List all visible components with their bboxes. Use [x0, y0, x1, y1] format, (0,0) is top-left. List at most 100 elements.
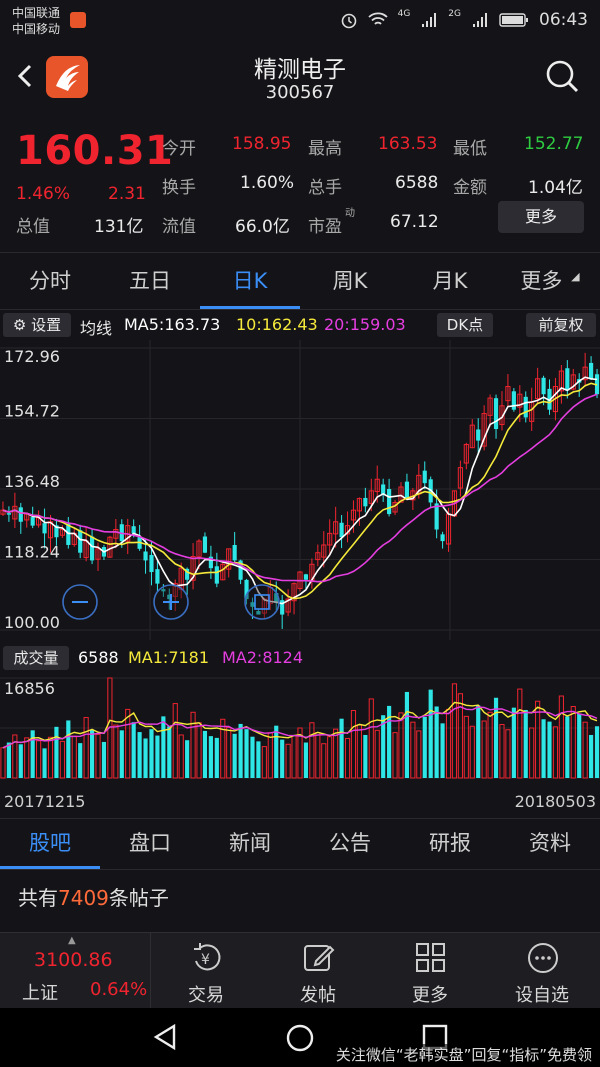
amount-label: 金额 [453, 178, 487, 198]
volume-bar-down [202, 730, 208, 778]
carrier-2: 中国移动 [12, 22, 61, 36]
system-back-icon[interactable] [150, 1022, 180, 1052]
volume-bar-up [261, 746, 267, 779]
zoom-in-button[interactable] [153, 584, 189, 620]
volume-bar-up [220, 718, 226, 779]
tab-monthly-k[interactable]: 月K [432, 269, 468, 293]
candle-up [469, 424, 475, 449]
more-quote-button[interactable]: 更多 [498, 201, 584, 233]
candle-down [280, 600, 285, 615]
candle-down [202, 536, 208, 553]
tab-weekly-k[interactable]: 周K [332, 269, 368, 293]
candle-down [149, 554, 154, 573]
volume-bar-down [303, 742, 309, 778]
volume-bar-down [161, 716, 166, 778]
volume-bar-up [36, 740, 42, 779]
candle-up [315, 552, 321, 561]
tab-more[interactable]: 更多 ◢ [500, 253, 600, 309]
candle-down [244, 579, 249, 600]
candle-up [582, 366, 588, 381]
tab-research[interactable]: 研报 [429, 831, 471, 855]
volume-bar-up [552, 726, 559, 779]
volume-bar-down [274, 725, 279, 778]
volume-bar-up [582, 721, 588, 779]
open-value: 158.95 [232, 134, 292, 154]
volume-bar-up [125, 708, 131, 779]
candlestick-chart[interactable]: 172.96 154.72 136.48 118.24 100.00 [0, 340, 600, 640]
tab-news[interactable]: 新闻 [229, 831, 271, 855]
candle-down [185, 568, 190, 580]
volume-bar-up [267, 732, 273, 779]
candle-down [161, 589, 166, 592]
tab-more-label: 更多 [520, 269, 563, 293]
nav-post[interactable]: 发帖 [262, 933, 374, 1009]
high-label: 最高 [308, 139, 342, 159]
status-bar: 中国联通 中国移动 4G 2G 06:43 [0, 0, 600, 44]
candle-up [368, 490, 374, 504]
wifi-icon [367, 12, 388, 25]
ma-lines [2, 376, 598, 605]
candle-up [327, 532, 333, 546]
adjust-button[interactable]: 前复权 [526, 313, 596, 337]
network-type-2: 2G [448, 9, 461, 19]
tab-announcements[interactable]: 公告 [329, 831, 371, 855]
candle-down [589, 362, 594, 379]
tab-daily-k[interactable]: 日K [232, 269, 268, 293]
price-tick-label: 118.24 [4, 543, 60, 562]
volume-bar-down [523, 709, 528, 778]
post-count-suffix: 条帖子 [108, 886, 169, 910]
pan-button[interactable] [244, 584, 280, 620]
volume-bar-up [445, 708, 452, 779]
volume-value: 6588 [395, 173, 439, 193]
candle-down [274, 593, 279, 603]
price-tick-label: 136.48 [4, 472, 60, 491]
candle-up [374, 478, 380, 493]
open-label: 今开 [162, 139, 196, 159]
candle-up [196, 540, 202, 558]
ma20-line [2, 393, 598, 583]
tab-pankou[interactable]: 盘口 [129, 831, 171, 855]
high-value: 163.53 [378, 134, 438, 154]
settings-button[interactable]: ⚙ 设置 [3, 313, 71, 337]
tab-profile[interactable]: 资料 [529, 831, 571, 855]
volume-bar-up [350, 710, 357, 779]
tab-guba[interactable]: 股吧 [29, 831, 71, 855]
tab-intraday[interactable]: 分时 [29, 269, 71, 293]
nav-custom[interactable]: 设自选 [486, 933, 598, 1009]
caret-up-icon: ▲ [68, 935, 76, 946]
volume-bar-down [90, 729, 95, 778]
nav-trade[interactable]: ¥ 交易 [150, 933, 262, 1009]
zoom-out-button[interactable] [62, 584, 98, 620]
candle-down [250, 602, 255, 607]
candle-down [214, 566, 219, 584]
volume-bar-up [356, 724, 362, 779]
nav-more[interactable]: 更多 [374, 933, 486, 1009]
candle-down [155, 569, 160, 584]
candle-down [387, 489, 392, 515]
date-range: 20171215 20180503 [0, 788, 600, 818]
volume-chart[interactable]: 16856 [0, 674, 600, 780]
last-price: 160.31 [16, 128, 174, 174]
dk-button[interactable]: DK点 [437, 313, 493, 337]
volume-bar-up [226, 726, 232, 779]
volume-bar-down [131, 722, 136, 778]
back-icon[interactable] [12, 62, 40, 90]
post-count-prefix: 共有 [18, 886, 58, 910]
volume-bar-up [107, 677, 113, 779]
tab-five-day[interactable]: 五日 [129, 269, 171, 293]
volume-indicator-button[interactable]: 成交量 [3, 646, 69, 670]
system-home-icon[interactable] [284, 1022, 316, 1054]
candle-down [54, 525, 59, 538]
candle-down [381, 484, 386, 495]
volume-bar-up [309, 722, 315, 779]
amount-value: 1.04亿 [528, 178, 583, 198]
search-icon[interactable] [544, 58, 580, 94]
volume-bar-down [244, 729, 249, 778]
price-axis: 172.96 154.72 136.48 118.24 100.00 [4, 347, 60, 632]
volume-bar-up [172, 703, 178, 779]
volume-bar-down [541, 719, 546, 778]
ma5-line [2, 376, 598, 605]
index-ticker[interactable]: ▲ 3100.86 上证 0.64% [0, 933, 151, 1009]
post-count: 共有7409条帖子 [18, 882, 169, 911]
price-tick-label: 172.96 [4, 347, 60, 366]
